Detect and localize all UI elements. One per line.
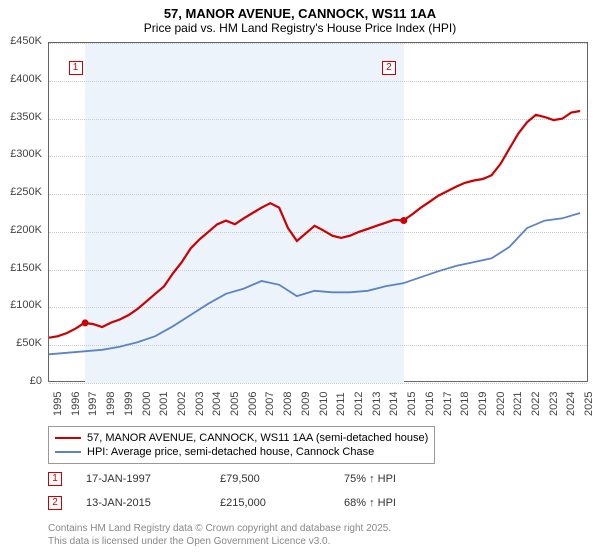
chart-container: 57, MANOR AVENUE, CANNOCK, WS11 1AA Pric… [0,0,600,560]
series-property [49,111,580,338]
sale-dot [400,217,407,224]
y-tick-label: £0 [0,375,42,387]
y-tick-label: £150K [0,262,42,274]
legend-swatch [55,437,81,439]
title-address: 57, MANOR AVENUE, CANNOCK, WS11 1AA [0,6,600,21]
x-tick-label: 1999 [123,392,135,416]
title-block: 57, MANOR AVENUE, CANNOCK, WS11 1AA Pric… [0,0,600,37]
x-tick-label: 2012 [353,392,365,416]
footer-note: Contains HM Land Registry data © Crown c… [48,522,391,548]
x-tick-label: 2000 [141,392,153,416]
marker-flag: 2 [382,61,396,75]
y-tick-label: £350K [0,111,42,123]
x-tick-label: 1997 [87,392,99,416]
sale-date: 13-JAN-2015 [86,497,196,509]
series-hpi [49,213,580,354]
x-tick-label: 2008 [282,392,294,416]
x-tick-label: 2007 [264,392,276,416]
sale-marker: 1 [48,472,62,486]
x-tick-label: 2023 [548,392,560,416]
series-svg [49,43,589,383]
x-tick-label: 2013 [371,392,383,416]
sale-pct: 75% ↑ HPI [344,473,396,485]
sale-row: 2 13-JAN-2015 £215,000 68% ↑ HPI [48,496,396,510]
x-tick-label: 2025 [583,392,595,416]
x-tick-label: 2004 [211,392,223,416]
x-tick-label: 1998 [105,392,117,416]
x-tick-label: 2018 [459,392,471,416]
plot-area: 12 [48,42,588,382]
sale-price: £79,500 [220,473,320,485]
x-tick-label: 2001 [158,392,170,416]
y-tick-label: £400K [0,73,42,85]
x-tick-label: 2003 [194,392,206,416]
x-tick-label: 1995 [52,392,64,416]
x-tick-label: 2010 [318,392,330,416]
grid-line [49,383,587,384]
legend-label: HPI: Average price, semi-detached house,… [87,446,374,458]
sale-date: 17-JAN-1997 [86,473,196,485]
x-tick-label: 2015 [406,392,418,416]
x-tick-label: 2005 [229,392,241,416]
marker-flag: 1 [69,61,83,75]
x-tick-label: 2021 [512,392,524,416]
y-tick-label: £250K [0,186,42,198]
y-tick-label: £200K [0,224,42,236]
x-tick-label: 2009 [300,392,312,416]
x-tick-label: 2002 [176,392,188,416]
sale-price: £215,000 [220,497,320,509]
footer-line1: Contains HM Land Registry data © Crown c… [48,522,391,535]
x-tick-label: 2006 [247,392,259,416]
title-subtitle: Price paid vs. HM Land Registry's House … [0,21,600,35]
sale-row: 1 17-JAN-1997 £79,500 75% ↑ HPI [48,472,396,486]
x-tick-label: 2011 [335,392,347,416]
y-tick-label: £300K [0,148,42,160]
sale-pct: 68% ↑ HPI [344,497,396,509]
x-tick-label: 2016 [424,392,436,416]
x-tick-label: 2014 [388,392,400,416]
x-tick-label: 2024 [565,392,577,416]
legend-row: 57, MANOR AVENUE, CANNOCK, WS11 1AA (sem… [55,431,428,445]
y-tick-label: £50K [0,337,42,349]
legend-row: HPI: Average price, semi-detached house,… [55,445,428,459]
x-tick-label: 1996 [70,392,82,416]
legend-swatch [55,451,81,453]
sale-dot [82,319,89,326]
y-tick-label: £100K [0,299,42,311]
x-tick-label: 2017 [442,392,454,416]
x-tick-label: 2022 [530,392,542,416]
legend: 57, MANOR AVENUE, CANNOCK, WS11 1AA (sem… [48,426,435,464]
y-tick-label: £450K [0,35,42,47]
sale-marker: 2 [48,496,62,510]
footer-line2: This data is licensed under the Open Gov… [48,535,391,548]
legend-label: 57, MANOR AVENUE, CANNOCK, WS11 1AA (sem… [87,432,428,444]
x-tick-label: 2020 [495,392,507,416]
x-tick-label: 2019 [477,392,489,416]
